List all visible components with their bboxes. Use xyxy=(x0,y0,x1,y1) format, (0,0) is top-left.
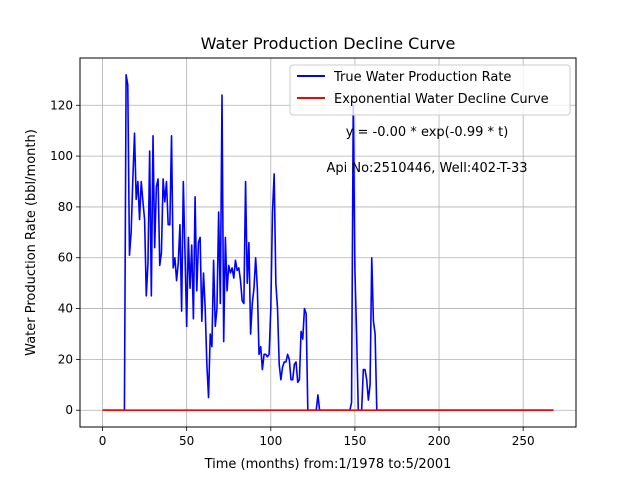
ticks: 0 50 100 150 200 250 0 20 40 60 80 100 120 xyxy=(50,98,535,448)
legend: True Water Production Rate Exponential W… xyxy=(289,64,571,116)
x-tick-label-1: 50 xyxy=(179,434,194,448)
grid xyxy=(80,58,576,427)
x-tick-label-4: 200 xyxy=(428,434,451,448)
legend-box xyxy=(289,64,571,116)
plot-frame xyxy=(79,57,577,428)
legend-label-true-rate: True Water Production Rate xyxy=(333,70,511,85)
y-tick-label-2: 40 xyxy=(58,302,73,316)
y-tick-label-1: 20 xyxy=(58,352,73,366)
y-tick-label-6: 120 xyxy=(50,98,73,112)
x-axis-label: Time (months) from:1/1978 to:5/2001 xyxy=(204,457,452,472)
y-tick-label-0: 0 xyxy=(65,403,73,417)
chart-title: Water Production Decline Curve xyxy=(201,34,456,53)
x-tick-label-5: 250 xyxy=(512,434,535,448)
y-tick-label-3: 60 xyxy=(58,251,73,265)
legend-label-decline-curve: Exponential Water Decline Curve xyxy=(334,92,549,107)
y-tick-label-4: 80 xyxy=(58,200,73,214)
x-tick-label-3: 150 xyxy=(343,434,366,448)
y-tick-label-5: 100 xyxy=(50,149,73,163)
x-tick-label-2: 100 xyxy=(259,434,282,448)
series-layer xyxy=(102,73,554,412)
equation-annotation: y = -0.00 * exp(-0.99 * t) xyxy=(346,125,509,140)
well-annotation: Api No:2510446, Well:402-T-33 xyxy=(326,161,527,176)
y-axis-label: Water Production Rate (bbl/month) xyxy=(24,129,39,356)
x-tick-label-0: 0 xyxy=(99,434,107,448)
